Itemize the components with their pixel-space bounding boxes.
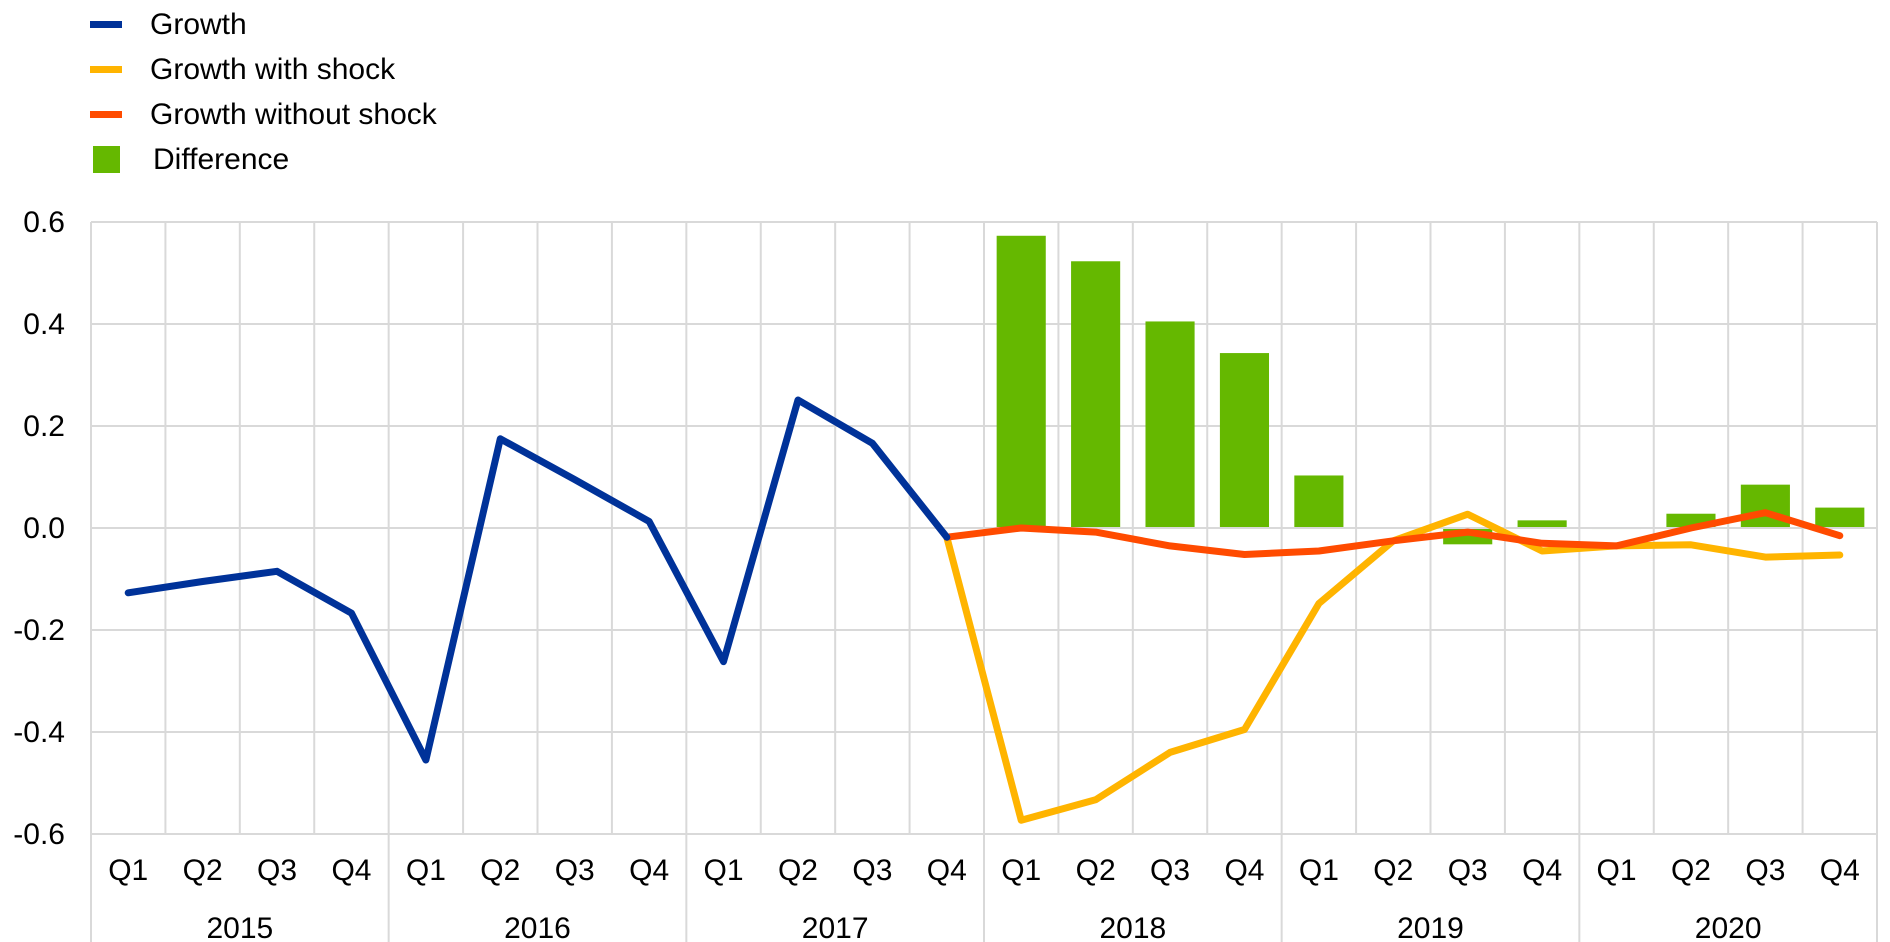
- legend-label-growth-with-shock: Growth with shock: [150, 52, 396, 86]
- y-tick-label: -0.4: [13, 716, 65, 749]
- x-tick-label-quarter: Q2: [1373, 854, 1413, 887]
- x-tick-label-quarter: Q2: [183, 854, 223, 887]
- y-tick-label: 0.4: [23, 308, 65, 341]
- legend-item-difference: Difference: [90, 137, 437, 182]
- x-tick-label-quarter: Q3: [257, 854, 297, 887]
- legend-swatch-difference: [93, 146, 120, 173]
- x-tick-label-year: 2015: [206, 912, 273, 942]
- x-tick-label-quarter: Q4: [1522, 854, 1562, 887]
- x-tick-label-year: 2016: [504, 912, 571, 942]
- x-tick-label-quarter: Q1: [1001, 854, 1041, 887]
- x-tick-label-quarter: Q1: [1597, 854, 1637, 887]
- x-tick-label-quarter: Q2: [480, 854, 520, 887]
- legend: Growth Growth with shock Growth without …: [90, 2, 437, 182]
- x-tick-label-quarter: Q3: [1150, 854, 1190, 887]
- x-tick-label-year: 2020: [1695, 912, 1762, 942]
- y-tick-label: -0.6: [13, 818, 65, 851]
- x-tick-label-quarter: Q3: [1448, 854, 1488, 887]
- bar-difference: [1145, 321, 1195, 528]
- x-tick-label-quarter: Q2: [1671, 854, 1711, 887]
- x-tick-label-quarter: Q3: [555, 854, 595, 887]
- legend-item-growth-with-shock: Growth with shock: [90, 47, 437, 92]
- x-tick-label-quarter: Q3: [852, 854, 892, 887]
- x-tick-label-quarter: Q2: [1076, 854, 1116, 887]
- y-tick-label: 0.2: [23, 410, 65, 443]
- legend-swatch-growth-with-shock: [90, 66, 122, 73]
- line-growth-without-shock: [943, 509, 1844, 558]
- y-tick-label: -0.2: [13, 614, 65, 647]
- line-growth-with-shock: [943, 510, 1844, 824]
- bar-difference: [1071, 261, 1121, 528]
- x-tick-label-year: 2017: [802, 912, 869, 942]
- axes: 0.6 0.4 0.2 0.0 -0.2 -0.4 -0.6 Q1 Q2 Q3 Q4 Q1 Q2 Q3 Q4…: [13, 206, 1878, 942]
- bar-difference: [1294, 475, 1344, 528]
- x-tick-label-year: 2018: [1099, 912, 1166, 942]
- legend-label-growth-without-shock: Growth without shock: [150, 97, 437, 131]
- bar-difference: [1219, 353, 1270, 528]
- x-tick-label-quarter: Q4: [927, 854, 967, 887]
- y-tick-label: 0.0: [23, 512, 65, 545]
- legend-swatch-growth-without-shock: [90, 111, 122, 118]
- x-tick-label-quarter: Q1: [406, 854, 446, 887]
- x-tick-label-year: 2019: [1397, 912, 1464, 942]
- legend-item-growth-without-shock: Growth without shock: [90, 92, 437, 137]
- x-tick-label-quarter: Q2: [778, 854, 818, 887]
- x-tick-label-quarter: Q1: [1299, 854, 1339, 887]
- x-tick-label-quarter: Q4: [629, 854, 669, 887]
- series-lines: [124, 396, 1844, 824]
- legend-label-difference: Difference: [153, 142, 290, 176]
- y-tick-label: 0.6: [23, 206, 65, 239]
- legend-label-growth: Growth: [150, 7, 247, 41]
- bar-difference: [996, 235, 1046, 528]
- x-tick-label-quarter: Q4: [1820, 854, 1860, 887]
- legend-swatch-growth: [90, 21, 122, 28]
- legend-item-growth: Growth: [90, 2, 437, 47]
- x-tick-label-quarter: Q1: [108, 854, 148, 887]
- x-tick-label-quarter: Q4: [1224, 854, 1264, 887]
- bar-difference: [1815, 507, 1865, 528]
- line-growth: [124, 396, 951, 764]
- bar-difference: [1517, 520, 1567, 528]
- x-tick-label-quarter: Q1: [704, 854, 744, 887]
- x-tick-label-quarter: Q4: [331, 854, 371, 887]
- x-tick-label-quarter: Q3: [1745, 854, 1785, 887]
